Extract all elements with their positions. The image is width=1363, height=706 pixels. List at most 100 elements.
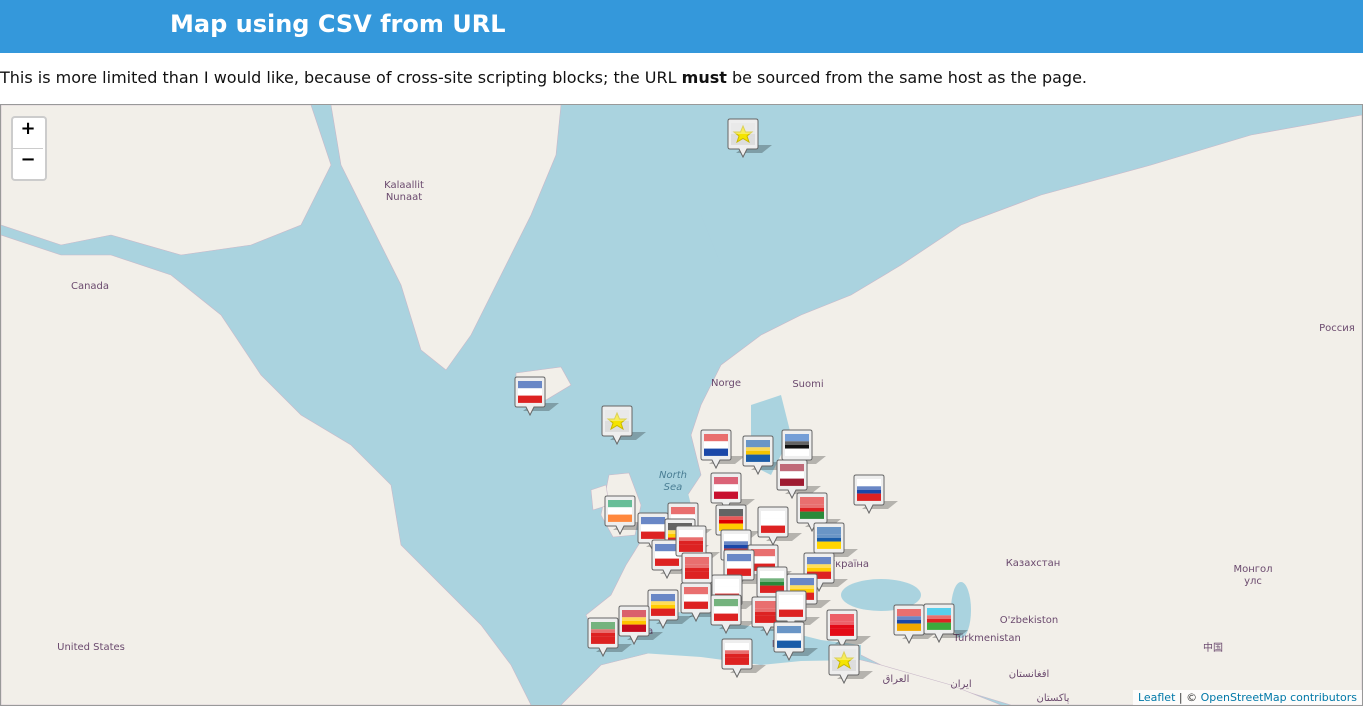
map-marker[interactable] <box>651 539 696 580</box>
flag-stripe <box>800 511 824 519</box>
flag-stripe <box>719 509 743 517</box>
leaflet-link[interactable]: Leaflet <box>1137 691 1176 704</box>
map-marker[interactable] <box>757 506 802 547</box>
map-marker[interactable] <box>776 459 821 500</box>
map-marker[interactable] <box>773 621 818 662</box>
map-marker[interactable] <box>514 376 559 417</box>
flag-stripe <box>608 500 632 508</box>
map-marker[interactable] <box>727 118 772 159</box>
flag-stripe <box>779 595 803 603</box>
intro-text: This is more limited than I would like, … <box>0 68 1087 87</box>
flag-stripe <box>725 657 749 665</box>
flag-stripe <box>679 544 703 552</box>
map-marker[interactable] <box>647 589 692 630</box>
map-label: افغانستان <box>1009 669 1050 680</box>
marker-gloss <box>731 123 755 134</box>
map-marker[interactable] <box>742 435 787 476</box>
map-marker[interactable] <box>710 594 755 635</box>
map-label: 中国 <box>1203 641 1223 654</box>
marker-gloss <box>684 587 708 598</box>
flag-stripe <box>830 628 854 636</box>
attribution-separator: | © <box>1178 691 1198 704</box>
flag-stripe <box>727 554 751 562</box>
flag-stripe <box>679 537 703 545</box>
intro-before: This is more limited than I would like, … <box>0 68 677 87</box>
map-marker[interactable] <box>721 638 766 679</box>
flag-stripe <box>751 549 775 557</box>
flag-stripe <box>655 551 679 559</box>
flag-stripe <box>655 558 679 566</box>
map-marker[interactable] <box>781 429 826 470</box>
flag-stripe <box>685 571 709 579</box>
flag-stripe <box>685 564 709 572</box>
flag-stripe <box>727 561 751 569</box>
marker-gloss <box>779 595 803 606</box>
map-label: Nunaat <box>386 192 422 203</box>
flag-stripe <box>641 524 665 532</box>
marker-gloss <box>605 410 629 421</box>
marker-gloss <box>714 477 738 488</box>
flag-stripe <box>622 617 646 625</box>
map[interactable]: Kalaallit Nunaat Canada Россия Norge Suomi Nor… <box>0 104 1363 706</box>
header: Map using CSV from URL <box>0 0 1363 53</box>
map-marker[interactable] <box>618 605 663 646</box>
marker-gloss <box>641 517 665 528</box>
flag-stripe <box>704 448 728 456</box>
map-marker[interactable] <box>700 429 745 470</box>
map-marker[interactable] <box>813 522 858 563</box>
map-marker[interactable] <box>601 405 646 446</box>
osm-link[interactable]: OpenStreetMap contributors <box>1200 691 1357 704</box>
map-label: улс <box>1244 576 1262 587</box>
map-marker[interactable] <box>710 472 755 513</box>
zoom-in[interactable]: + <box>20 118 36 139</box>
map-label: Norge <box>711 378 741 389</box>
map-marker[interactable] <box>923 603 968 644</box>
map-label: ایران <box>950 679 971 690</box>
zoom-out[interactable]: − <box>13 148 43 179</box>
map-label: Україна <box>829 559 869 570</box>
map-marker[interactable] <box>587 617 632 658</box>
flag-stripe <box>591 622 615 630</box>
flag-stripe <box>651 608 675 616</box>
flag-stripe <box>780 464 804 472</box>
flag-stripe <box>800 497 824 505</box>
marker-gloss <box>655 544 679 555</box>
flag-stripe <box>761 518 785 526</box>
flag-stripe <box>715 579 739 587</box>
flag-stripe <box>790 578 814 586</box>
flag-stripe <box>751 556 775 564</box>
flag-stripe <box>651 594 675 602</box>
flag-stripe <box>725 650 749 658</box>
flag-stripe <box>714 484 738 492</box>
flag-stripe <box>927 608 951 616</box>
flag-star <box>732 124 754 144</box>
flag-stripe <box>830 614 854 622</box>
flag-stripe <box>622 610 646 618</box>
map-marker[interactable] <box>604 495 649 536</box>
flag-stripe <box>715 586 739 594</box>
map-marker[interactable] <box>893 604 938 645</box>
flag-stripe <box>684 587 708 595</box>
flag-stripe <box>651 601 675 609</box>
map-marker[interactable] <box>853 474 898 515</box>
flag-stripe <box>817 541 841 549</box>
flag-stripe <box>817 534 841 542</box>
flag-stripe <box>724 534 748 542</box>
marker-gloss <box>622 610 646 621</box>
map-marker[interactable] <box>828 644 873 685</box>
flag-stripe <box>927 622 951 630</box>
marker-gloss <box>725 643 749 654</box>
flag-stripe <box>761 511 785 519</box>
flag-stripe <box>897 623 921 631</box>
map-label: United States <box>57 642 125 653</box>
map-label: Canada <box>71 281 109 292</box>
flag-stripe <box>830 621 854 629</box>
flag-stripe <box>777 626 801 634</box>
page-title: Map using CSV from URL <box>170 10 506 38</box>
marker-gloss <box>518 381 542 392</box>
marker-gloss <box>685 557 709 568</box>
flag-star <box>606 411 628 431</box>
marker-gloss <box>817 527 841 538</box>
map-marker[interactable] <box>826 609 871 650</box>
